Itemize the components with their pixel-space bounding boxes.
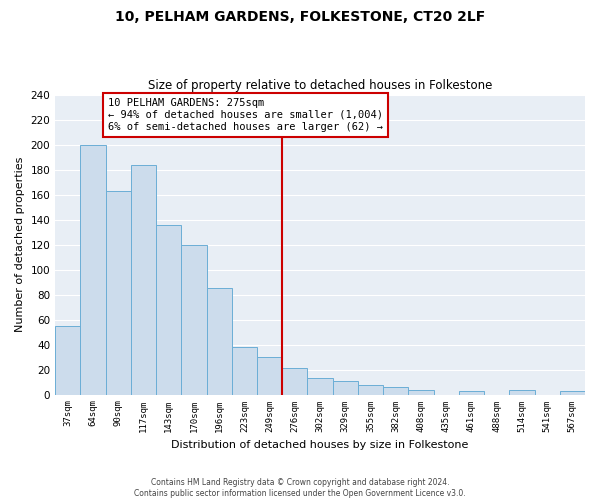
Bar [80, 144, 106, 394]
Bar [383, 387, 409, 394]
Bar [560, 391, 585, 394]
Bar [332, 381, 358, 394]
Bar [181, 244, 206, 394]
Title: Size of property relative to detached houses in Folkestone: Size of property relative to detached ho… [148, 79, 492, 92]
Bar [282, 368, 307, 394]
Text: 10, PELHAM GARDENS, FOLKESTONE, CT20 2LF: 10, PELHAM GARDENS, FOLKESTONE, CT20 2LF [115, 10, 485, 24]
Bar [358, 384, 383, 394]
Bar [459, 391, 484, 394]
Bar [409, 390, 434, 394]
Bar [257, 357, 282, 395]
X-axis label: Distribution of detached houses by size in Folkestone: Distribution of detached houses by size … [172, 440, 469, 450]
Bar [206, 288, 232, 395]
Bar [106, 191, 131, 394]
Bar [232, 347, 257, 395]
Bar [131, 164, 156, 394]
Text: Contains HM Land Registry data © Crown copyright and database right 2024.
Contai: Contains HM Land Registry data © Crown c… [134, 478, 466, 498]
Bar [156, 224, 181, 394]
Text: 10 PELHAM GARDENS: 275sqm
← 94% of detached houses are smaller (1,004)
6% of sem: 10 PELHAM GARDENS: 275sqm ← 94% of detac… [108, 98, 383, 132]
Bar [307, 378, 332, 394]
Y-axis label: Number of detached properties: Number of detached properties [15, 157, 25, 332]
Bar [55, 326, 80, 394]
Bar [509, 390, 535, 394]
